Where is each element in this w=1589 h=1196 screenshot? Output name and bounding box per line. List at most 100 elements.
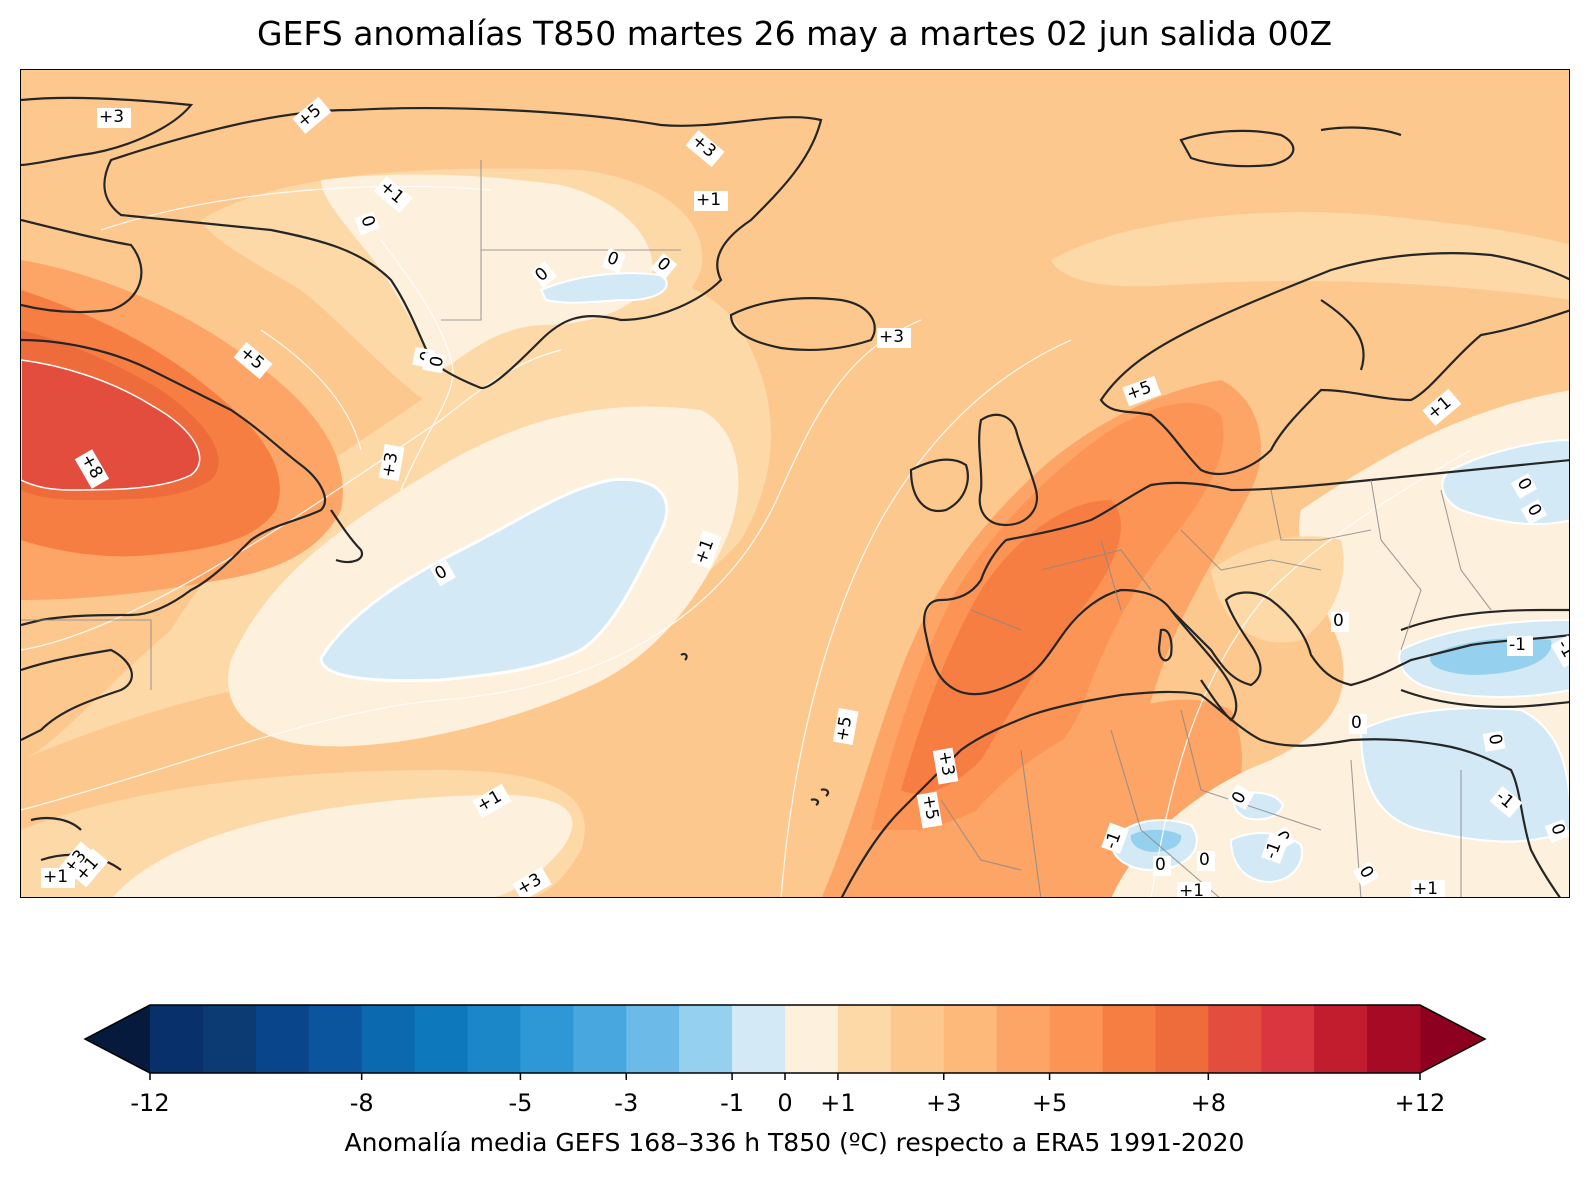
field-cool-sahara-west-core bbox=[1130, 829, 1182, 852]
map-panel: +3 +5 +3 +1 0 0 0 0 0 0 +1 +3 +5 +8 +3 0… bbox=[20, 69, 1570, 898]
svg-text:+3: +3 bbox=[879, 327, 904, 347]
colorbar-tick-label: +3 bbox=[926, 1089, 961, 1117]
contour-label: +1 bbox=[41, 867, 75, 888]
field-east-plus2 bbox=[1211, 536, 1344, 643]
contour-label: 0 bbox=[1349, 713, 1367, 734]
svg-text:+5: +5 bbox=[832, 715, 856, 743]
colorbar-segment bbox=[361, 1005, 416, 1073]
field-greenland-cool bbox=[539, 272, 668, 304]
contour-label: 0 bbox=[1520, 499, 1548, 525]
anomaly-map: +3 +5 +3 +1 0 0 0 0 0 0 +1 +3 +5 +8 +3 0… bbox=[21, 70, 1569, 898]
colorbar-segment bbox=[150, 1005, 204, 1073]
colorbar-extend-high bbox=[1420, 1005, 1485, 1073]
colorbar-tick-label: -3 bbox=[614, 1089, 638, 1117]
svg-text:0: 0 bbox=[1199, 850, 1210, 870]
colorbar-segment bbox=[943, 1005, 998, 1073]
colorbar-tick-label: -8 bbox=[350, 1089, 374, 1117]
contour-label: -1 bbox=[1507, 635, 1533, 656]
svg-text:+3: +3 bbox=[99, 107, 124, 127]
colorbar-segment bbox=[1367, 1005, 1421, 1073]
colorbar-segment bbox=[837, 1005, 892, 1073]
contour-label: 0 bbox=[1510, 473, 1538, 499]
contour-label: +3 bbox=[877, 327, 911, 348]
coastlines bbox=[21, 96, 1569, 897]
contour-label: 0 bbox=[422, 351, 446, 374]
contour-label: 0 bbox=[1153, 855, 1171, 876]
contour-label: 0 bbox=[430, 559, 456, 587]
colorbar-segment bbox=[255, 1005, 310, 1073]
contour-label: 0 bbox=[602, 248, 626, 274]
colorbar-segment bbox=[679, 1005, 733, 1073]
contour-label: +1 bbox=[1411, 879, 1445, 898]
colorbar-segment bbox=[202, 1005, 257, 1073]
svg-text:0: 0 bbox=[1484, 732, 1506, 746]
colorbar-segment bbox=[1102, 1005, 1156, 1073]
colorbar-tick-label: +12 bbox=[1395, 1089, 1446, 1117]
svg-text:0: 0 bbox=[1155, 855, 1166, 875]
svg-text:+1: +1 bbox=[1179, 881, 1204, 898]
colorbar-segment bbox=[1049, 1005, 1103, 1073]
field-arctic-plus2 bbox=[1051, 212, 1569, 300]
contour-label: 0 bbox=[1227, 784, 1255, 810]
contour-label: 0 bbox=[1352, 861, 1380, 887]
svg-text:+5: +5 bbox=[918, 793, 942, 821]
contour-label: -1 bbox=[1550, 635, 1569, 668]
contour-label: +3 bbox=[97, 107, 131, 128]
colorbar-segment bbox=[996, 1005, 1051, 1073]
colorbar-segment bbox=[520, 1005, 574, 1073]
colorbar-tick-label: -12 bbox=[130, 1089, 169, 1117]
svg-text:+1: +1 bbox=[696, 190, 721, 210]
contour-label: +1 bbox=[694, 190, 728, 211]
contour-label: 0 bbox=[1482, 730, 1506, 752]
svg-text:+3: +3 bbox=[934, 749, 958, 777]
contour-label: +1 bbox=[1177, 881, 1211, 898]
colorbar: -12 -8 -5 -3 -1 0 +1 +3 +5 +8 +12 bbox=[83, 1004, 1487, 1117]
contour-lines bbox=[21, 185, 1472, 897]
svg-text:0: 0 bbox=[424, 354, 446, 368]
colorbar-tick-label: +5 bbox=[1032, 1089, 1067, 1117]
contour-label: -1 bbox=[1101, 822, 1129, 854]
contour-label: +5 bbox=[832, 708, 859, 746]
contour-label: 0 bbox=[354, 211, 380, 236]
colorbar-tick-label: +8 bbox=[1191, 1089, 1226, 1117]
colorbar-extend-low bbox=[85, 1005, 150, 1073]
field-cool-pool-atlantic bbox=[319, 477, 669, 683]
svg-text:0: 0 bbox=[1351, 713, 1362, 733]
colorbar-tick-label: 0 bbox=[777, 1089, 792, 1117]
contour-label: +3 bbox=[932, 747, 959, 785]
colorbar-caption: Anomalía media GEFS 168–336 h T850 (ºC) … bbox=[344, 1128, 1245, 1157]
colorbar-segment bbox=[414, 1005, 468, 1073]
colorbar-segment bbox=[626, 1005, 680, 1073]
colorbar-segments bbox=[83, 1004, 1487, 1074]
svg-text:-1: -1 bbox=[1101, 829, 1126, 852]
country-borders bbox=[21, 160, 1492, 897]
field-labrador-plus8 bbox=[21, 359, 201, 491]
svg-text:0: 0 bbox=[1333, 611, 1344, 631]
map-title: GEFS anomalías T850 martes 26 may a mart… bbox=[256, 14, 1333, 53]
colorbar-ticks: -12 -8 -5 -3 -1 0 +1 +3 +5 +8 +12 bbox=[130, 1073, 1445, 1117]
colorbar-tick-label: -5 bbox=[508, 1089, 532, 1117]
contour-label: +5 bbox=[916, 791, 943, 829]
svg-text:+1: +1 bbox=[43, 867, 68, 887]
colorbar-tick-label: -1 bbox=[720, 1089, 744, 1117]
svg-text:-1: -1 bbox=[1261, 839, 1286, 862]
colorbar-segment bbox=[732, 1005, 786, 1073]
svg-text:+3: +3 bbox=[378, 451, 402, 479]
colorbar-segment bbox=[1314, 1005, 1368, 1073]
svg-text:-1: -1 bbox=[1509, 635, 1526, 655]
contour-label: +3 bbox=[378, 444, 405, 482]
field-europe-plus6 bbox=[901, 500, 1121, 794]
contour-label: 0 bbox=[1544, 819, 1569, 844]
colorbar-segment bbox=[890, 1005, 945, 1073]
colorbar-tick-label: +1 bbox=[820, 1089, 855, 1117]
field-band-plus1-south bbox=[112, 794, 573, 897]
contour-label: 0 bbox=[1331, 611, 1349, 632]
colorbar-segment bbox=[785, 1005, 839, 1073]
svg-text:+1: +1 bbox=[1413, 879, 1438, 898]
colorbar-segment bbox=[467, 1005, 521, 1073]
colorbar-segment bbox=[1208, 1005, 1262, 1073]
colorbar-segment bbox=[1155, 1005, 1209, 1073]
contour-label: -1 bbox=[1261, 832, 1289, 864]
contour-label: 0 bbox=[1197, 850, 1215, 871]
colorbar-segment bbox=[308, 1005, 363, 1073]
